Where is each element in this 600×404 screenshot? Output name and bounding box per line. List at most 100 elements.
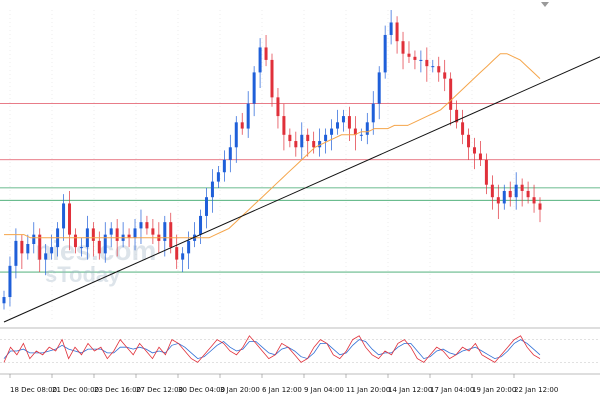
- candle-body: [20, 240, 24, 254]
- candle: [449, 72, 453, 126]
- candle-body: [103, 234, 107, 254]
- candle-body: [538, 203, 542, 210]
- candle: [336, 109, 340, 135]
- candle: [312, 131, 316, 154]
- candle: [532, 184, 536, 213]
- candle-body: [258, 47, 262, 73]
- candle: [258, 38, 262, 88]
- candle: [490, 175, 494, 210]
- candle: [502, 184, 506, 210]
- candle-body: [443, 72, 447, 79]
- candle-body: [26, 244, 30, 254]
- x-tick-label: 30 Dec 04:00: [178, 386, 225, 394]
- candle-body: [437, 66, 441, 73]
- candle-body: [502, 190, 506, 204]
- candle-body: [478, 153, 482, 160]
- candle-body: [216, 172, 220, 182]
- candle: [240, 112, 244, 135]
- candle: [330, 119, 334, 151]
- candle: [270, 53, 274, 107]
- candle-body: [532, 197, 536, 204]
- candle-body: [401, 41, 405, 54]
- candle-body: [204, 197, 208, 216]
- stoch-d-line: [3, 339, 541, 360]
- candle-body: [79, 247, 83, 249]
- x-tick-label: 14 Jan 12:00: [388, 386, 432, 394]
- candle: [103, 222, 107, 263]
- candle: [169, 212, 173, 254]
- candle: [97, 231, 101, 260]
- candle-body: [455, 109, 459, 123]
- candle: [133, 219, 137, 251]
- candle: [145, 215, 149, 235]
- candle: [73, 228, 77, 254]
- candle: [407, 41, 411, 64]
- candle-body: [151, 228, 155, 235]
- svg-text:sToday: sToday: [45, 262, 121, 287]
- candle-body: [91, 228, 95, 241]
- x-tick-label: 22 Jan 12:00: [514, 386, 558, 394]
- candle: [294, 131, 298, 157]
- candle-body: [62, 203, 66, 229]
- candle: [204, 187, 208, 229]
- candle-body: [38, 234, 42, 260]
- candle: [484, 153, 488, 195]
- candle-body: [127, 234, 131, 238]
- candle-body: [318, 141, 322, 148]
- candle: [401, 31, 405, 70]
- candle: [371, 91, 375, 135]
- candle: [514, 172, 518, 210]
- candle: [216, 166, 220, 188]
- candle: [472, 137, 476, 170]
- candle-body: [109, 228, 113, 235]
- candle-body: [222, 159, 226, 173]
- candle-body: [187, 240, 191, 254]
- candle: [79, 237, 83, 257]
- candle-body: [115, 228, 119, 241]
- watermark: nies.com sToday: [35, 235, 156, 287]
- candle-body: [431, 66, 435, 68]
- candle: [26, 234, 30, 260]
- candle: [50, 234, 54, 260]
- trendline[interactable]: [3, 56, 600, 323]
- candle-body: [425, 59, 429, 67]
- candle: [234, 116, 238, 163]
- x-tick-label: 9 Jan 04:00: [304, 386, 344, 394]
- candle-body: [336, 122, 340, 129]
- grid: [9, 10, 515, 322]
- candle-body: [294, 141, 298, 148]
- candle: [264, 34, 268, 67]
- candle: [437, 56, 441, 82]
- candle: [395, 16, 399, 54]
- x-tick-label: 23 Dec 16:00: [94, 386, 141, 394]
- candle: [359, 128, 363, 142]
- candle: [109, 222, 113, 248]
- candle-body: [163, 222, 167, 241]
- x-tick-label: 6 Jan 12:00: [262, 386, 302, 394]
- candle: [181, 247, 185, 273]
- horizontal-levels: [0, 103, 600, 273]
- candle-body: [419, 59, 423, 61]
- x-tick-label: 3 Jan 20:00: [220, 386, 260, 394]
- candle: [8, 256, 12, 307]
- candle: [282, 103, 286, 151]
- chart-shift-icon[interactable]: [541, 2, 549, 7]
- candles: [2, 10, 542, 310]
- candle-body: [389, 22, 393, 35]
- candle-body: [365, 122, 369, 135]
- candle: [276, 88, 280, 129]
- x-tick-label: 19 Jan 20:00: [472, 386, 516, 394]
- candle-body: [490, 184, 494, 198]
- candle-body: [282, 116, 286, 135]
- svg-text:nies.com: nies.com: [35, 235, 156, 266]
- candle-body: [68, 203, 72, 235]
- candle-body: [276, 97, 280, 117]
- stochastic-oscillator: [0, 335, 600, 363]
- candle-body: [288, 134, 292, 142]
- candle-body: [175, 247, 179, 260]
- x-tick-label: 21 Dec 00:00: [52, 386, 99, 394]
- candle: [383, 25, 387, 79]
- candle-body: [383, 34, 387, 73]
